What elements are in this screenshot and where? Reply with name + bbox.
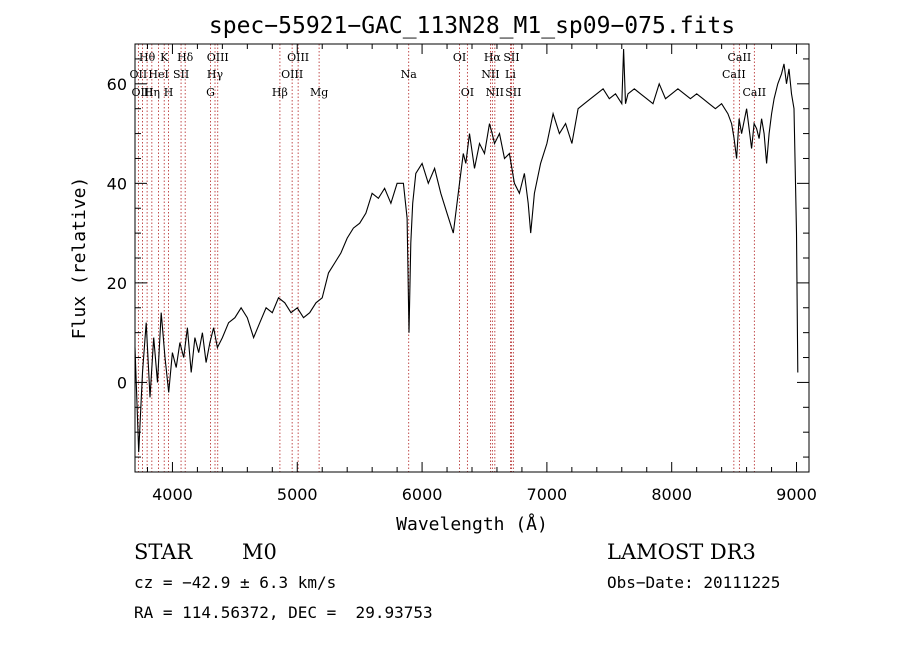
line-label-1: OII	[130, 68, 148, 81]
observation-date: Obs−Date: 20111225	[607, 573, 781, 592]
line-label-2: OIII	[131, 86, 153, 99]
spectrum-line	[134, 48, 799, 453]
y-tick-label-20: 20	[107, 274, 127, 293]
y-axis-ticks: 0 20 40 60	[107, 58, 809, 458]
y-tick-label-40: 40	[107, 174, 127, 193]
x-tick-label-4000: 4000	[152, 485, 193, 504]
line-label-5: K	[160, 51, 169, 64]
line-label-13: OIII	[287, 51, 309, 64]
line-label-14: OIII	[281, 68, 303, 81]
line-label-22: SII	[503, 51, 519, 64]
line-label-12: Hβ	[272, 86, 288, 99]
line-label-3: Hη	[144, 86, 160, 99]
x-axis-label: Wavelength (Å)	[396, 513, 548, 535]
survey-name: LAMOST DR3	[607, 540, 756, 564]
line-label-20: NII	[481, 68, 499, 81]
line-label-11: G	[206, 86, 215, 99]
line-label-18: OI	[461, 86, 474, 99]
object-class: STAR	[134, 540, 193, 564]
y-tick-label-0: 0	[117, 373, 127, 392]
coordinates: RA = 114.56372, DEC = 29.93753	[134, 603, 433, 622]
y-axis-label: Flux (relative)	[69, 177, 90, 340]
x-tick-label-5000: 5000	[277, 485, 318, 504]
y-tick-label-60: 60	[107, 75, 127, 94]
line-label-25: CaII	[728, 51, 752, 64]
line-label-16: Na	[401, 68, 418, 81]
line-label-9: OIII	[207, 51, 229, 64]
x-tick-label-9000: 9000	[776, 485, 817, 504]
line-label-4: HeI	[148, 68, 168, 81]
object-subclass: M0	[242, 540, 277, 564]
emission-line-markers	[137, 44, 755, 472]
line-label-21: NII	[486, 86, 504, 99]
x-tick-label-7000: 7000	[527, 485, 568, 504]
line-label-23: SII	[505, 86, 521, 99]
line-label-24: Li	[505, 68, 516, 81]
plot-frame	[134, 43, 810, 473]
line-label-19: Hα	[484, 51, 502, 64]
line-label-15: Mg	[310, 86, 328, 99]
x-tick-label-6000: 6000	[402, 485, 443, 504]
line-label-8: Hδ	[177, 51, 194, 64]
chart-title: spec−55921−GAC_113N28_M1_sp09−075.fits	[209, 13, 735, 39]
line-label-10: Hγ	[207, 68, 224, 81]
line-label-6: H	[164, 86, 174, 99]
line-label-7: SII	[173, 68, 189, 81]
redshift-velocity: cz = −42.9 ± 6.3 km/s	[134, 573, 337, 592]
x-axis-ticks: 4000 5000 6000 7000 8000 9000	[146, 44, 817, 504]
line-label-0: Hθ	[139, 51, 156, 64]
line-label-26: CaII	[722, 68, 746, 81]
line-label-17: OI	[453, 51, 466, 64]
x-tick-label-8000: 8000	[651, 485, 692, 504]
line-label-27: CaII	[742, 86, 766, 99]
